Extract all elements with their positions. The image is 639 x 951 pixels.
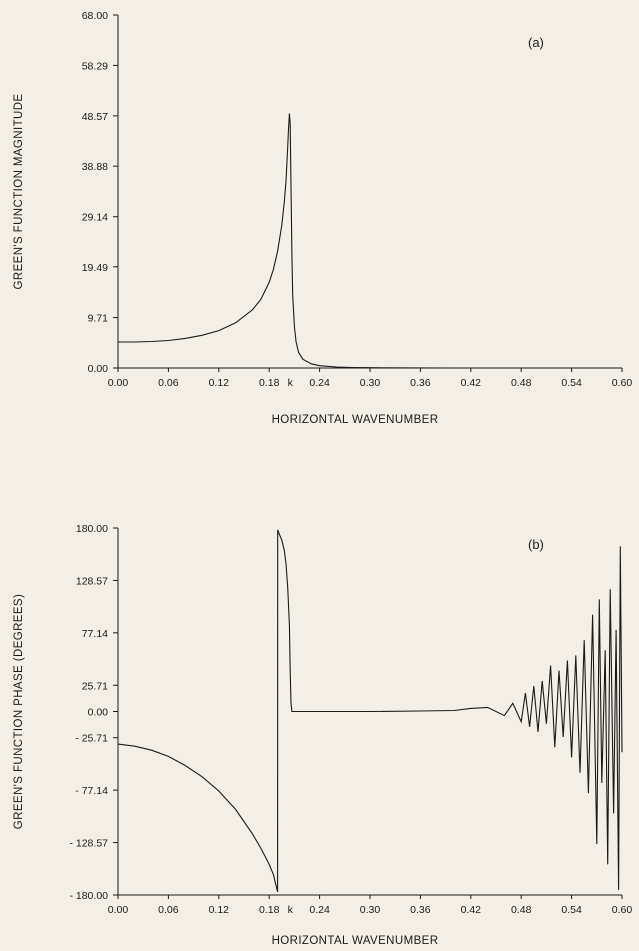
x-tick-label: k: [288, 377, 294, 389]
x-axis-label: HORIZONTAL WAVENUMBER: [272, 414, 439, 426]
x-tick-label: 0.24: [309, 904, 330, 916]
x-tick-label: 0.54: [561, 377, 582, 389]
x-tick-label: 0.06: [158, 377, 179, 389]
x-tick-label: 0.54: [561, 904, 582, 916]
x-tick-label: 0.00: [108, 904, 129, 916]
x-tick-label: 0.18: [259, 904, 280, 916]
x-tick-label: 0.12: [209, 904, 230, 916]
x-tick-label: 0.30: [360, 904, 381, 916]
y-tick-label: 58.29: [82, 60, 108, 72]
chart-panel-1: 180.00 128.57 77.14 25.71 0.00 - 25.71 - 77.14…: [13, 523, 632, 947]
x-tick-label: 0.06: [158, 904, 179, 916]
y-tick-label: - 77.14: [75, 785, 108, 797]
x-tick-label: 0.36: [410, 904, 431, 916]
x-tick-label: 0.36: [410, 377, 431, 389]
y-tick-label: - 180.00: [69, 890, 108, 902]
chart-panel-0: 68.00 58.29 48.57 38.88 29.14 19.49 9.71 0.00 0.…: [13, 10, 632, 426]
x-tick-label: 0.60: [612, 904, 633, 916]
y-tick-label: 9.71: [88, 313, 109, 325]
x-tick-label: k: [288, 904, 294, 916]
x-tick-label: 0.24: [309, 377, 330, 389]
x-tick-label: 0.12: [209, 377, 230, 389]
y-tick-label: 48.57: [82, 111, 108, 123]
series-line-0: [117, 529, 623, 893]
x-tick-label: 0.60: [612, 377, 633, 389]
y-tick-label: 38.88: [82, 161, 108, 173]
y-tick-label: 0.00: [88, 707, 109, 719]
x-tick-label: 0.42: [461, 904, 482, 916]
y-tick-label: 29.14: [82, 212, 108, 224]
y-tick-label: 19.49: [82, 262, 108, 274]
x-tick-label: 0.48: [511, 904, 532, 916]
y-axis-label: GREEN'S FUNCTION MAGNITUDE: [13, 94, 25, 290]
x-axis-label: HORIZONTAL WAVENUMBER: [272, 935, 439, 947]
y-tick-label: 68.00: [82, 10, 108, 22]
y-tick-label: 25.71: [82, 680, 108, 692]
y-tick-label: 0.00: [88, 363, 109, 375]
y-tick-label: 180.00: [76, 523, 108, 535]
x-tick-label: 0.30: [360, 377, 381, 389]
y-axis-label: GREEN'S FUNCTION PHASE (DEGREES): [13, 594, 25, 829]
y-tick-label: - 128.57: [69, 838, 108, 850]
y-tick-label: - 25.71: [75, 733, 108, 745]
x-tick-label: 0.42: [461, 377, 482, 389]
panel-label: (b): [528, 537, 544, 552]
x-tick-label: 0.48: [511, 377, 532, 389]
series-line-0: [118, 113, 622, 369]
panel-label: (a): [528, 35, 544, 50]
x-tick-label: 0.00: [108, 377, 129, 389]
y-tick-label: 77.14: [82, 628, 108, 640]
y-tick-label: 128.57: [76, 575, 108, 587]
x-tick-label: 0.18: [259, 377, 280, 389]
